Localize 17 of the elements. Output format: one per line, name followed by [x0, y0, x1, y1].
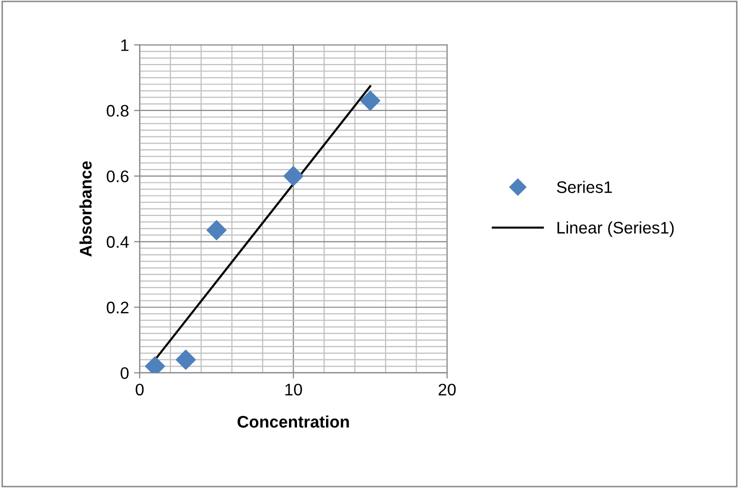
- x-tick-label: 10: [285, 384, 302, 396]
- legend-label: Linear (Series1): [558, 221, 674, 237]
- y-axis-title: Absorbance: [79, 161, 92, 257]
- y-tick-label: 0.8: [106, 104, 129, 117]
- legend-label: Series1: [556, 180, 612, 194]
- point: [360, 90, 380, 111]
- x-tick-label: 20: [438, 384, 456, 396]
- y-tick-label: 0.2: [106, 302, 128, 314]
- y-tick-label: 0.4: [106, 236, 129, 248]
- y-tick-label: 1: [121, 39, 128, 51]
- y-tick-label: 0: [120, 367, 129, 380]
- point: [176, 350, 196, 370]
- point: [206, 220, 227, 240]
- x-axis-title: Concentration: [238, 415, 349, 428]
- y-tick-label: 0.6: [106, 170, 129, 182]
- point: [283, 166, 304, 186]
- x-tick-label: 0: [136, 384, 144, 396]
